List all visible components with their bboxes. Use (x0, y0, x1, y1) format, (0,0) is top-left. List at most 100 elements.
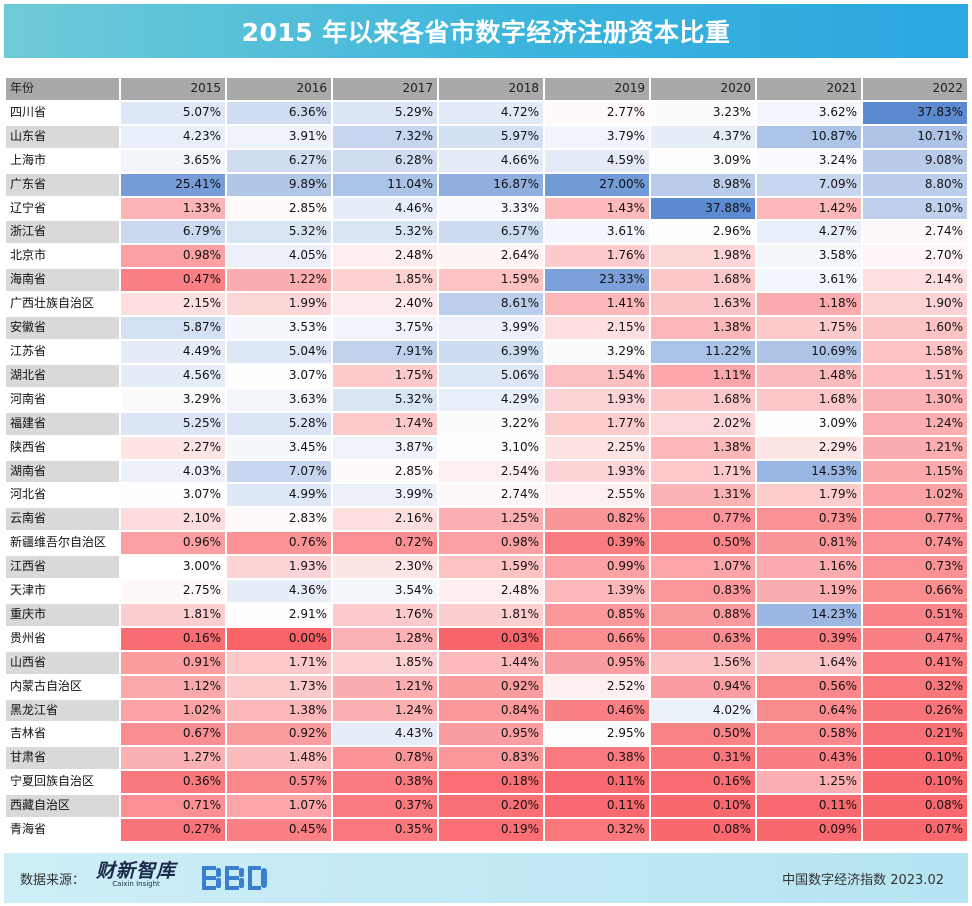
heat-cell: 3.79% (545, 125, 649, 148)
heat-cell: 1.39% (545, 580, 649, 602)
heat-cell: 3.91% (227, 125, 331, 148)
province-label: 辽宁省 (6, 197, 119, 220)
heat-cell: 3.65% (121, 149, 225, 172)
heat-cell: 5.04% (227, 340, 331, 363)
heat-cell: 3.99% (333, 484, 437, 507)
heat-cell: 3.63% (227, 388, 331, 411)
province-label: 海南省 (6, 269, 119, 292)
heat-cell: 1.99% (227, 293, 331, 316)
title-banner: 2015 年以来各省市数字经济注册资本比重 (4, 4, 968, 58)
heat-cell: 1.48% (757, 364, 861, 387)
heat-cell: 37.83% (863, 101, 967, 124)
table-row: 新疆维吾尔自治区 0.96% 0.76% 0.72% 0.98% 0.39% 0.50% 0.… (6, 532, 967, 555)
province-label: 湖南省 (6, 460, 119, 483)
table-row: 天津市 2.75% 4.36% 3.54% 2.48% 1.39% 0.83% 1.19% 0.… (6, 580, 967, 602)
heat-cell: 1.21% (333, 675, 437, 698)
heat-cell: 1.68% (757, 388, 861, 411)
table-row: 福建省 5.25% 5.28% 1.74% 3.22% 1.77% 2.02% 3.09% 1.… (6, 412, 967, 435)
province-label: 天津市 (6, 580, 119, 602)
header-row: 年份 2015 2016 2017 2018 2019 2020 2021 20… (6, 78, 967, 100)
heat-cell: 3.61% (757, 269, 861, 292)
chart-title: 2015 年以来各省市数字经济注册资本比重 (241, 18, 731, 47)
heat-cell: 2.27% (121, 436, 225, 459)
heat-cell: 4.36% (227, 580, 331, 602)
heat-cell: 1.16% (757, 556, 861, 579)
heat-cell: 2.48% (333, 245, 437, 268)
heat-cell: 0.66% (545, 627, 649, 650)
heat-cell: 1.74% (333, 412, 437, 435)
heat-cell: 3.07% (227, 364, 331, 387)
heat-cell: 0.08% (863, 795, 967, 818)
table-row: 湖北省 4.56% 3.07% 1.75% 5.06% 1.54% 1.11% 1.48% 1.… (6, 364, 967, 387)
heat-cell: 1.79% (757, 484, 861, 507)
heat-cell: 1.21% (863, 436, 967, 459)
heat-cell: 1.12% (121, 675, 225, 698)
heat-cell: 1.02% (863, 484, 967, 507)
heat-cell: 1.07% (651, 556, 755, 579)
year-header: 2020 (651, 78, 755, 100)
heat-cell: 0.16% (121, 627, 225, 650)
footer-bar: 数据来源： 财新智库 Caixin Insight 中国数字经济指数 2023.… (4, 853, 968, 903)
heat-cell: 0.46% (545, 699, 649, 722)
heat-cell: 1.90% (863, 293, 967, 316)
heat-cell: 1.27% (121, 747, 225, 770)
heat-cell: 27.00% (545, 173, 649, 196)
heat-cell: 0.66% (863, 580, 967, 602)
heat-cell: 1.07% (227, 795, 331, 818)
province-label: 四川省 (6, 101, 119, 124)
heat-cell: 2.83% (227, 508, 331, 531)
heat-cell: 2.91% (227, 603, 331, 626)
heat-cell: 0.26% (863, 699, 967, 722)
heat-cell: 2.85% (333, 460, 437, 483)
heat-cell: 1.48% (227, 747, 331, 770)
province-label: 安徽省 (6, 317, 119, 339)
heat-cell: 1.42% (757, 197, 861, 220)
heat-cell: 1.93% (545, 460, 649, 483)
heat-cell: 1.19% (757, 580, 861, 602)
table-row: 吉林省 0.67% 0.92% 4.43% 0.95% 2.95% 0.50% 0.58% 0.… (6, 723, 967, 746)
heat-cell: 14.53% (757, 460, 861, 483)
heat-cell: 1.93% (227, 556, 331, 579)
heat-cell: 23.33% (545, 269, 649, 292)
heat-cell: 1.71% (227, 651, 331, 674)
heat-cell: 6.27% (227, 149, 331, 172)
heat-cell: 1.73% (227, 675, 331, 698)
heat-cell: 1.68% (651, 388, 755, 411)
heat-cell: 3.61% (545, 221, 649, 244)
heat-cell: 2.52% (545, 675, 649, 698)
heat-cell: 1.76% (333, 603, 437, 626)
table-row: 云南省 2.10% 2.83% 2.16% 1.25% 0.82% 0.77% 0.73% 0.… (6, 508, 967, 531)
province-label: 吉林省 (6, 723, 119, 746)
table-row: 山东省 4.23% 3.91% 7.32% 5.97% 3.79% 4.37% 10.87% 1… (6, 125, 967, 148)
heat-cell: 0.96% (121, 532, 225, 555)
heat-cell: 4.27% (757, 221, 861, 244)
heat-cell: 3.99% (439, 317, 543, 339)
heat-cell: 0.92% (439, 675, 543, 698)
heat-cell: 0.63% (651, 627, 755, 650)
heat-cell: 1.44% (439, 651, 543, 674)
heat-cell: 0.94% (651, 675, 755, 698)
heat-cell: 8.98% (651, 173, 755, 196)
heat-cell: 4.99% (227, 484, 331, 507)
heat-cell: 0.71% (121, 795, 225, 818)
heat-cell: 2.15% (121, 293, 225, 316)
brand-name: 财新智库 (96, 860, 177, 882)
heat-cell: 5.87% (121, 317, 225, 339)
province-label: 青海省 (6, 819, 119, 841)
heat-cell: 4.56% (121, 364, 225, 387)
heat-cell: 2.85% (227, 197, 331, 220)
heat-cell: 1.85% (333, 651, 437, 674)
table-row: 贵州省 0.16% 0.00% 1.28% 0.03% 0.66% 0.63% 0.39% 0.… (6, 627, 967, 650)
heat-cell: 0.74% (863, 532, 967, 555)
heat-cell: 0.19% (439, 819, 543, 841)
bbd-logo (202, 866, 267, 890)
heat-cell: 4.03% (121, 460, 225, 483)
year-header: 2016 (227, 78, 331, 100)
heatmap-body: 四川省 5.07% 6.36% 5.29% 4.72% 2.77% 3.23% 3.62% 37… (6, 101, 967, 841)
table-row: 广东省 25.41% 9.89% 11.04% 16.87% 27.00% 8.98% 7.0… (6, 173, 967, 196)
heat-cell: 1.58% (863, 340, 967, 363)
heat-cell: 0.31% (651, 747, 755, 770)
heat-cell: 11.04% (333, 173, 437, 196)
table-row: 湖南省 4.03% 7.07% 2.85% 2.54% 1.93% 1.71% 14.53% 1… (6, 460, 967, 483)
heat-cell: 5.32% (333, 388, 437, 411)
